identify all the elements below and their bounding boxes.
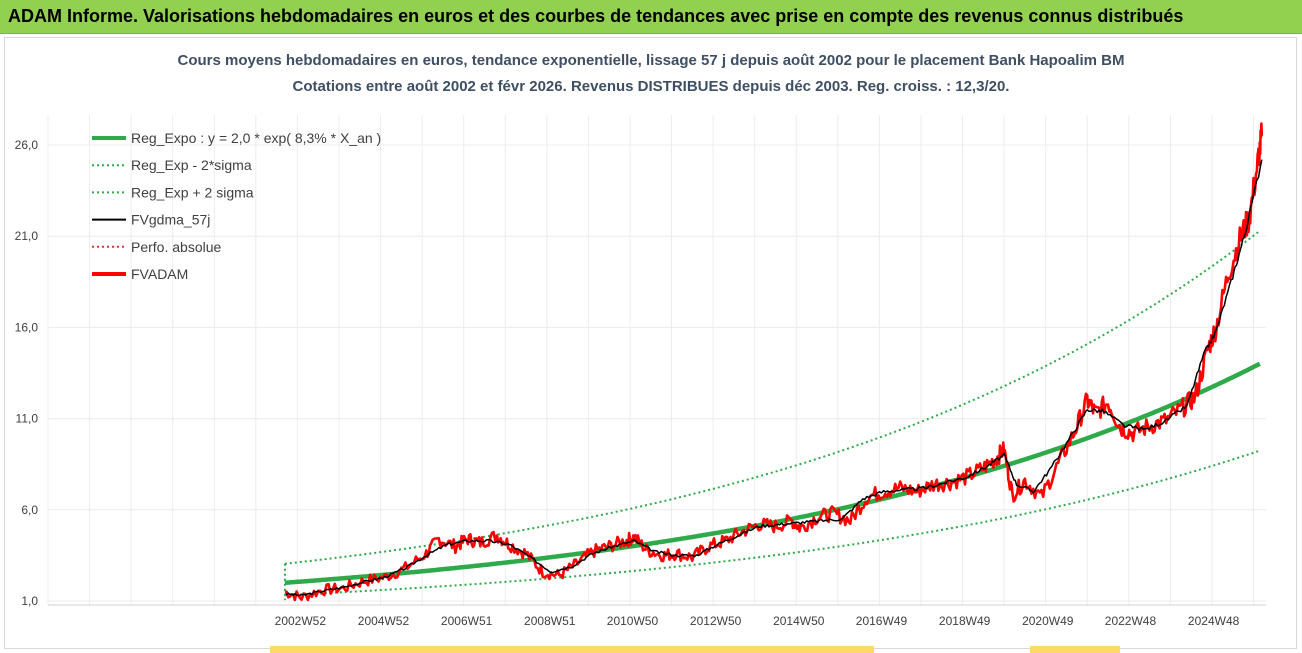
report-title: ADAM Informe. Valorisations hebdomadaire… xyxy=(8,6,1184,26)
x-tick-label: 2024W48 xyxy=(1188,614,1240,628)
x-tick-label: 2018W49 xyxy=(939,614,991,628)
y-tick-label: 16,0 xyxy=(15,320,39,334)
y-tick-label: 26,0 xyxy=(15,138,39,152)
decorative-strip xyxy=(270,646,874,653)
x-tick-label: 2006W51 xyxy=(441,614,493,628)
series-layer xyxy=(283,122,1264,602)
decorative-strip xyxy=(1030,646,1120,653)
legend-label: Reg_Exp - 2*sigma xyxy=(131,157,252,173)
y-tick-label: 21,0 xyxy=(15,229,39,243)
y-tick-label: 1,0 xyxy=(21,594,38,608)
x-tick-label: 2004W52 xyxy=(358,614,410,628)
legend-label: Reg_Exp + 2 sigma xyxy=(131,184,254,200)
x-tick-label: 2022W48 xyxy=(1105,614,1157,628)
legend-label: Perfo. absolue xyxy=(131,239,221,255)
x-tick-label: 2012W50 xyxy=(690,614,742,628)
legend-label: FVADAM xyxy=(131,266,188,282)
x-tick-label: 2002W52 xyxy=(275,614,327,628)
grid xyxy=(47,115,1266,605)
legend-label: FVgdma_57j xyxy=(131,212,210,228)
chart-area xyxy=(4,37,1297,649)
fvgdma-57j-line xyxy=(284,159,1263,597)
x-tick-label: 2020W49 xyxy=(1022,614,1074,628)
x-tick-label: 2010W50 xyxy=(607,614,659,628)
x-tick-label: 2016W49 xyxy=(856,614,908,628)
y-tick-label: 6,0 xyxy=(21,503,38,517)
x-tick-label: 2008W51 xyxy=(524,614,576,628)
legend: Reg_Expo : y = 2,0 * exp( 8,3% * X_an ) R… xyxy=(92,130,381,282)
reg-exp-upper-line xyxy=(284,230,1261,565)
chart-title: Cours moyens hebdomadaires en euros, ten… xyxy=(177,52,1125,69)
y-tick-label: 11,0 xyxy=(16,412,39,426)
report-banner: ADAM Informe. Valorisations hebdomadaire… xyxy=(0,0,1302,34)
legend-label: Reg_Expo : y = 2,0 * exp( 8,3% * X_an ) xyxy=(131,130,381,146)
chart-subtitle: Cotations entre août 2002 et févr 2026. … xyxy=(292,78,1010,95)
x-tick-label: 2014W50 xyxy=(773,614,825,628)
axes: 1,0 6,0 11,0 16,0 21,0 26,0 2002W52 2004W52 2006… xyxy=(15,138,1266,628)
fvadam-line xyxy=(284,122,1264,602)
